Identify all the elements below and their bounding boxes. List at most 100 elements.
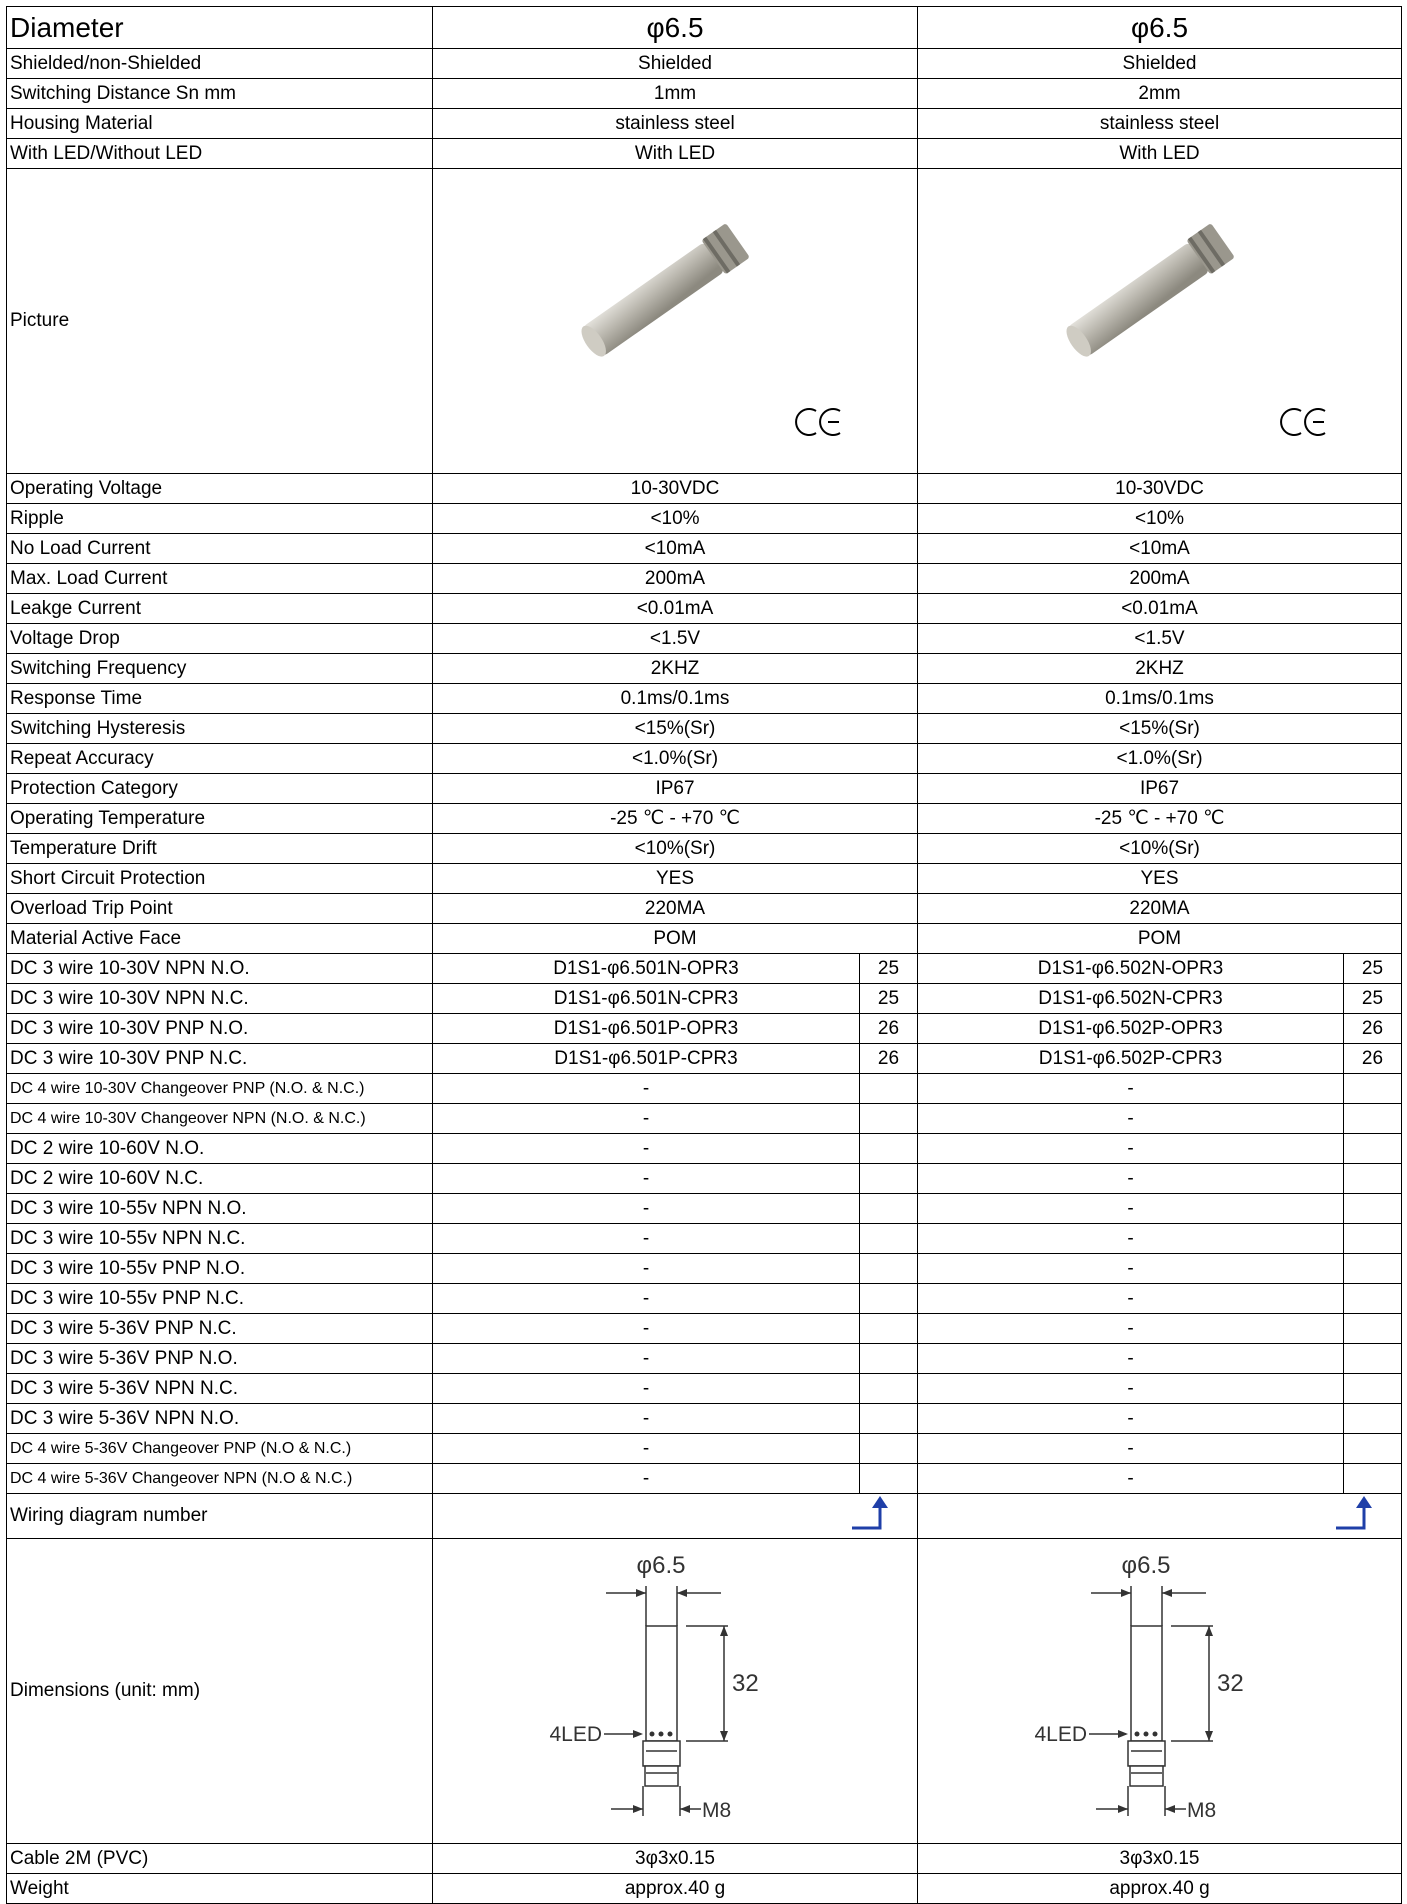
dimension-drawing: φ6.5 32 4LED M8 bbox=[549, 1552, 758, 1822]
table-row: DC 3 wire 10-55v NPN N.C. - - bbox=[6, 1223, 1402, 1254]
table-row: Short Circuit Protection YES YES bbox=[6, 863, 1402, 894]
page-cell bbox=[859, 1343, 918, 1374]
row-label: Material Active Face bbox=[6, 923, 433, 954]
value-cell: <0.01mA bbox=[917, 593, 1402, 624]
table-row: DC 4 wire 10-30V Changeover PNP (N.O. & … bbox=[6, 1073, 1402, 1104]
table-row: Cable 2M (PVC) 3φ3x0.15 3φ3x0.15 bbox=[6, 1843, 1402, 1874]
value-cell: <10% bbox=[432, 503, 918, 534]
value-cell: φ6.5 bbox=[917, 6, 1402, 49]
table-row: DC 3 wire 10-30V PNP N.O. D1S1-φ6.501P-OP… bbox=[6, 1013, 1402, 1044]
page-cell bbox=[1343, 1433, 1402, 1464]
wiring-cell bbox=[917, 1493, 1402, 1539]
table-row: DC 3 wire 10-55v PNP N.O. - - bbox=[6, 1253, 1402, 1284]
model-cell: - bbox=[917, 1133, 1344, 1164]
value-cell: YES bbox=[917, 863, 1402, 894]
page-cell bbox=[859, 1193, 918, 1224]
row-label: DC 3 wire 5-36V PNP N.O. bbox=[6, 1343, 433, 1374]
row-label: DC 3 wire 10-30V PNP N.C. bbox=[6, 1043, 433, 1074]
page-cell bbox=[1343, 1163, 1402, 1194]
model-cell: - bbox=[432, 1313, 860, 1344]
value-cell: <10%(Sr) bbox=[432, 833, 918, 864]
row-label: Cable 2M (PVC) bbox=[6, 1843, 433, 1874]
page-cell bbox=[859, 1433, 918, 1464]
table-row: Operating Temperature -25 ℃ - +70 ℃ -25 ℃ … bbox=[6, 803, 1402, 834]
model-cell: D1S1-φ6.501N-OPR3 bbox=[432, 953, 860, 984]
row-label: DC 4 wire 5-36V Changeover NPN (N.O & N.… bbox=[6, 1463, 433, 1494]
value-cell: 200mA bbox=[432, 563, 918, 594]
row-label: Voltage Drop bbox=[6, 623, 433, 654]
row-label: Leakge Current bbox=[6, 593, 433, 624]
value-cell: approx.40 g bbox=[917, 1873, 1402, 1904]
dimension-drawing: φ6.5 32 4LED M8 bbox=[1034, 1552, 1244, 1822]
value-cell: -25 ℃ - +70 ℃ bbox=[432, 803, 918, 834]
table-row: Switching Hysteresis <15%(Sr) <15%(Sr) bbox=[6, 713, 1402, 744]
page-cell bbox=[1343, 1403, 1402, 1434]
value-cell: φ6.5 bbox=[432, 6, 918, 49]
row-label: Wiring diagram number bbox=[6, 1493, 433, 1539]
value-cell: IP67 bbox=[917, 773, 1402, 804]
model-cell: D1S1-φ6.502N-CPR3 bbox=[917, 983, 1344, 1014]
model-cell: - bbox=[917, 1313, 1344, 1344]
value-cell: <1.5V bbox=[432, 623, 918, 654]
table-row: Switching Distance Sn mm 1mm 2mm bbox=[6, 78, 1402, 109]
page-cell bbox=[1343, 1343, 1402, 1374]
row-label: DC 3 wire 10-30V PNP N.O. bbox=[6, 1013, 433, 1044]
table-row: Weight approx.40 g approx.40 g bbox=[6, 1873, 1402, 1904]
dimension-cell: φ6.5 32 4LED M8 bbox=[432, 1538, 918, 1844]
row-label: DC 4 wire 5-36V Changeover PNP (N.O & N.… bbox=[6, 1433, 433, 1464]
page-cell bbox=[859, 1253, 918, 1284]
row-label: DC 3 wire 10-30V NPN N.C. bbox=[6, 983, 433, 1014]
dimension-label: 32 bbox=[1217, 1670, 1244, 1697]
value-cell: stainless steel bbox=[917, 108, 1402, 139]
value-cell: 2mm bbox=[917, 78, 1402, 109]
model-cell: - bbox=[432, 1103, 860, 1134]
value-cell: <10%(Sr) bbox=[917, 833, 1402, 864]
picture-cell bbox=[432, 168, 918, 474]
model-cell: D1S1-φ6.501N-CPR3 bbox=[432, 983, 860, 1014]
page-cell bbox=[1343, 1313, 1402, 1344]
row-label: DC 3 wire 10-55v PNP N.O. bbox=[6, 1253, 433, 1284]
value-cell: 1mm bbox=[432, 78, 918, 109]
table-row: Max. Load Current 200mA 200mA bbox=[6, 563, 1402, 594]
page-cell bbox=[1343, 1103, 1402, 1134]
page-cell bbox=[859, 1073, 918, 1104]
table-row: DC 4 wire 5-36V Changeover PNP (N.O & N.… bbox=[6, 1433, 1402, 1464]
value-cell: 2KHZ bbox=[917, 653, 1402, 684]
row-label: Shielded/non-Shielded bbox=[6, 48, 433, 79]
model-cell: - bbox=[432, 1283, 860, 1314]
dimension-label: φ6.5 bbox=[637, 1552, 686, 1579]
row-label: Operating Voltage bbox=[6, 473, 433, 504]
page-cell: 25 bbox=[1343, 953, 1402, 984]
model-cell: - bbox=[432, 1403, 860, 1434]
table-row: DC 3 wire 5-36V NPN N.O. - - bbox=[6, 1403, 1402, 1434]
table-row: DC 3 wire 5-36V PNP N.C. - - bbox=[6, 1313, 1402, 1344]
page-cell bbox=[859, 1313, 918, 1344]
product-picture bbox=[1066, 224, 1326, 436]
model-cell: - bbox=[432, 1373, 860, 1404]
page-cell bbox=[859, 1103, 918, 1134]
value-cell: POM bbox=[432, 923, 918, 954]
table-row: DC 2 wire 10-60V N.O. - - bbox=[6, 1133, 1402, 1164]
dimension-label: 4LED bbox=[1034, 1723, 1087, 1746]
row-label: Short Circuit Protection bbox=[6, 863, 433, 894]
table-row: DC 3 wire 5-36V PNP N.O. - - bbox=[6, 1343, 1402, 1374]
value-cell: YES bbox=[432, 863, 918, 894]
row-label: Operating Temperature bbox=[6, 803, 433, 834]
model-cell: - bbox=[432, 1253, 860, 1284]
row-label: Diameter bbox=[6, 6, 433, 49]
value-cell: <15%(Sr) bbox=[917, 713, 1402, 744]
model-cell: - bbox=[432, 1463, 860, 1494]
table-row: DC 3 wire 10-55v PNP N.C. - - bbox=[6, 1283, 1402, 1314]
table-row: Temperature Drift <10%(Sr) <10%(Sr) bbox=[6, 833, 1402, 864]
page-cell: 26 bbox=[859, 1043, 918, 1074]
table-row: Shielded/non-Shielded Shielded Shielded bbox=[6, 48, 1402, 79]
page-cell bbox=[859, 1133, 918, 1164]
value-cell: With LED bbox=[917, 138, 1402, 169]
table-body: Diameter φ6.5 φ6.5 Shielded/non-Shielded Shi… bbox=[6, 6, 1402, 1904]
value-cell: With LED bbox=[432, 138, 918, 169]
row-label: Response Time bbox=[6, 683, 433, 714]
table-row: Wiring diagram number bbox=[6, 1493, 1402, 1539]
value-cell: <15%(Sr) bbox=[432, 713, 918, 744]
model-cell: D1S1-φ6.502P-CPR3 bbox=[917, 1043, 1344, 1074]
model-cell: - bbox=[432, 1343, 860, 1374]
